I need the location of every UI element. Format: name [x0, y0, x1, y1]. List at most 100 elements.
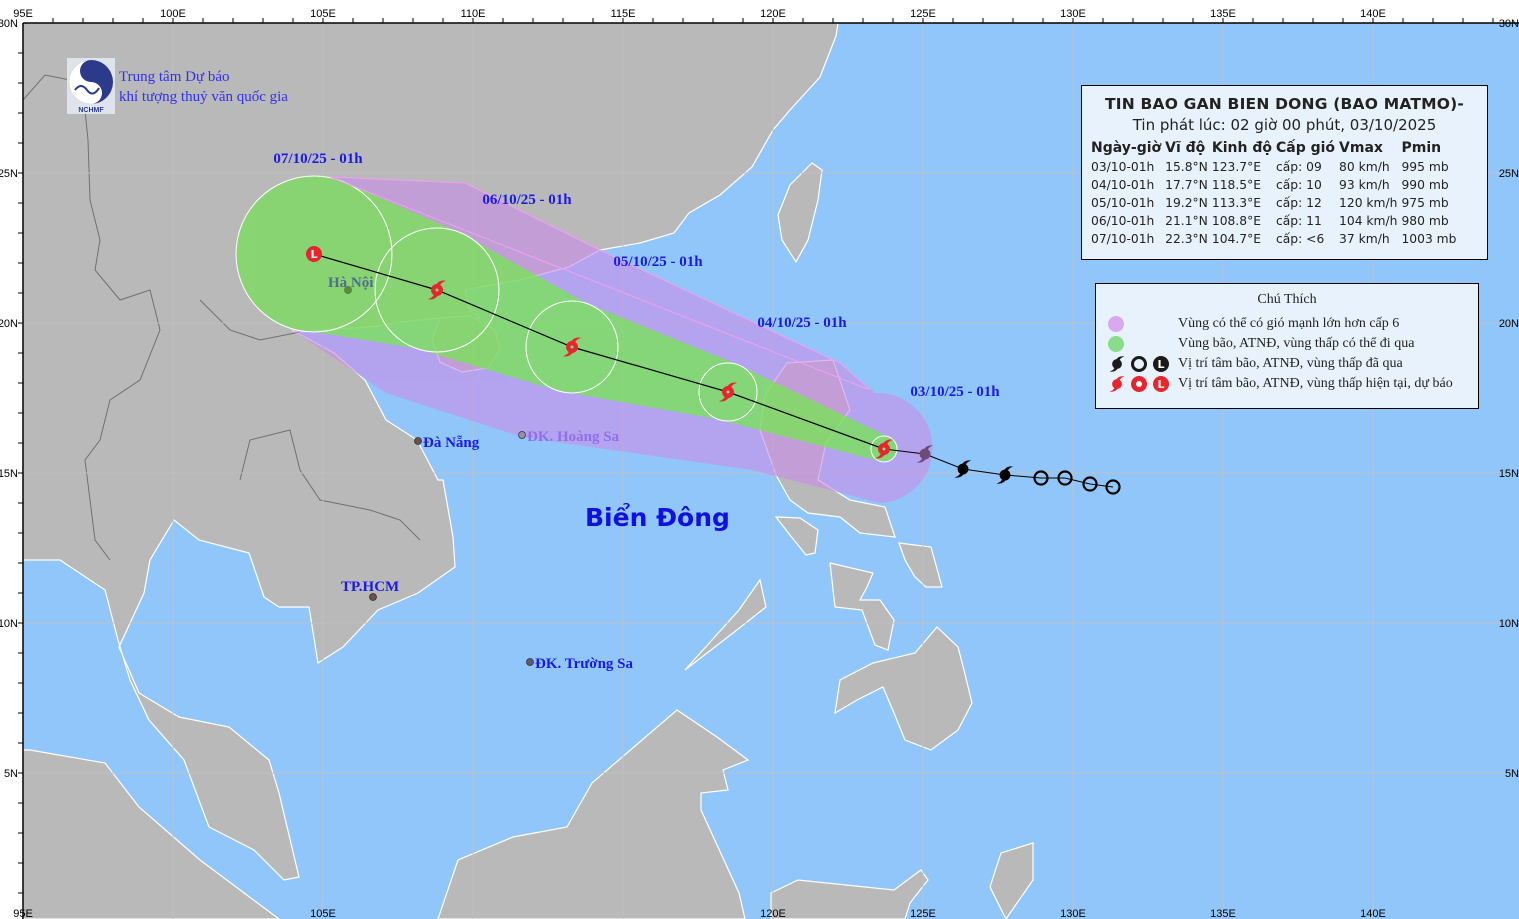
nchmf-logo: NCHMF	[67, 58, 115, 114]
legend-item-forecast-position: L Vị trí tâm bão, ATNĐ, vùng thấp hiện t…	[1108, 374, 1453, 394]
past-depression-icon	[1131, 356, 1147, 372]
legend-item-storm-zone: Vùng bão, ATNĐ, vùng thấp có thể đi qua	[1108, 334, 1414, 354]
bottom-lon-label: 125E	[910, 908, 936, 919]
column-header-level: Cấp gió	[1275, 140, 1336, 156]
top-lon-label: 140E	[1360, 8, 1386, 20]
cell-level: cấp: <6	[1275, 232, 1325, 246]
forecast-depression-icon	[1131, 376, 1147, 392]
legend-label: Vị trí tâm bão, ATNĐ, vùng thấp đã qua	[1178, 356, 1403, 371]
truongsa-label: ĐK. Trường Sa	[535, 656, 634, 672]
lat-label: 10N	[1499, 618, 1519, 630]
top-lon-label: 95E	[13, 8, 33, 20]
storm-eye	[882, 447, 886, 451]
storm-eye	[570, 345, 574, 349]
uncertainty-circle	[698, 362, 758, 422]
cell-time: 04/10-01h	[1091, 178, 1155, 192]
legend-label: Vùng bão, ATNĐ, vùng thấp có thể đi qua	[1178, 336, 1415, 351]
axes: 95E 100E 105E 110E 115E 120E 125E 130E 135E 140E 9…	[0, 8, 1519, 919]
past-depression-icon	[1082, 476, 1098, 492]
lat-label-left: 30N	[0, 18, 18, 30]
forecast-row: 06/10-01h 21.1°N 108.8°E cấp: 11 104 km/h 980…	[1091, 212, 1460, 230]
forecast-row: 07/10-01h 22.3°N 104.7°E cấp: <6 37 km/h 1003…	[1091, 230, 1460, 248]
cell-time: 05/10-01h	[1091, 196, 1155, 210]
forecast-time-label: 04/10/25 - 01h	[757, 315, 847, 331]
bottom-lon-label: 140E	[1360, 908, 1386, 919]
lat-label-left: 20N	[0, 318, 18, 330]
bottom-lon-label: 105E	[310, 908, 336, 919]
land-panay-negros	[829, 562, 895, 651]
cell-time: 07/10-01h	[1091, 232, 1155, 246]
legend-item-wind-zone: Vùng có thể có gió mạnh lớn hơn cấp 6	[1108, 314, 1399, 334]
forecast-row: 03/10-01h 15.8°N 123.7°E cấp: 09 80 km/h 995 …	[1091, 158, 1460, 176]
bottom-lon-label: 130E	[1060, 908, 1086, 919]
forecast-row: 04/10-01h 17.7°N 118.5°E cấp: 10 93 km/h 990 …	[1091, 176, 1460, 194]
top-lon-label: 125E	[910, 8, 936, 20]
organization-line-2: khí tượng thuỷ văn quốc gia	[119, 89, 288, 105]
land-mindoro	[774, 516, 819, 556]
cell-lon: 113.3°E	[1211, 196, 1261, 210]
land-samar-leyte	[898, 542, 943, 588]
forecast-time-label: 07/10/25 - 01h	[273, 151, 363, 167]
bottom-lon-label: 135E	[1210, 908, 1236, 919]
cell-lat: 17.7°N	[1165, 178, 1208, 192]
top-lon-label: 105E	[310, 8, 336, 20]
land-mainland-asia	[23, 23, 839, 881]
cell-lat: 21.1°N	[1165, 214, 1208, 228]
forecast-row: 05/10-01h 19.2°N 113.3°E cấp: 12 120 km/h 975…	[1091, 194, 1460, 212]
low-letter: L	[310, 248, 317, 261]
cell-level: cấp: 10	[1275, 178, 1322, 192]
top-lon-label: 130E	[1060, 8, 1086, 20]
land-sulawesi	[770, 869, 929, 919]
past-typhoon-icon	[1109, 356, 1125, 372]
storm-bulletin-box: TIN BAO GAN BIEN DONG (BAO MATMO)- Tin p…	[1081, 85, 1488, 260]
cell-level: cấp: 12	[1275, 196, 1322, 210]
lat-label-left: 10N	[0, 618, 18, 630]
danang-label: Đà Nẵng	[423, 435, 480, 451]
purple-dot-icon	[1108, 316, 1124, 332]
uncertainty-circle	[870, 435, 898, 463]
uncertainty-circle	[235, 175, 393, 333]
forecast-time-label: 05/10/25 - 01h	[613, 254, 703, 270]
cell-vmax: 120 km/h	[1339, 196, 1398, 210]
forecast-low-icon: L	[1153, 376, 1169, 392]
cell-lon: 108.8°E	[1211, 214, 1261, 228]
uncertainty-circle	[525, 300, 619, 394]
past-low-icon: L	[1153, 356, 1169, 372]
forecast-low-icon	[306, 246, 322, 262]
cell-time: 03/10-01h	[1091, 160, 1155, 174]
lat-label: 20N	[1499, 318, 1519, 330]
cell-lat: 22.3°N	[1165, 232, 1208, 246]
cell-pmin: 995 mb	[1401, 160, 1449, 174]
land-borneo	[437, 709, 750, 919]
bottom-lon-label: 95E	[13, 908, 33, 919]
truongsa-dot	[526, 658, 534, 666]
cell-vmax: 104 km/h	[1339, 214, 1398, 228]
forecast-typhoon-icon	[1109, 376, 1125, 392]
low-letter: L	[1157, 358, 1164, 371]
lat-label-left: 25N	[0, 168, 18, 180]
logo-caption: NCHMF	[78, 107, 104, 114]
lat-label: 15N	[1499, 468, 1519, 480]
cell-lat: 19.2°N	[1165, 196, 1208, 210]
lat-label-left: 5N	[4, 768, 18, 780]
column-header-pmin: Pmin	[1401, 140, 1442, 156]
cell-pmin: 975 mb	[1401, 196, 1449, 210]
cell-pmin: 990 mb	[1401, 178, 1449, 192]
top-lon-label: 115E	[611, 8, 636, 20]
land-taiwan	[777, 162, 823, 264]
organization-line-1: Trung tâm Dự báo	[119, 69, 230, 85]
cell-lon: 104.7°E	[1211, 232, 1261, 246]
forecast-time-label: 03/10/25 - 01h	[910, 384, 1000, 400]
column-header-lat: Vĩ độ	[1165, 140, 1206, 156]
bulletin-title: TIN BAO GAN BIEN DONG (BAO MATMO)-	[1104, 95, 1465, 113]
cell-vmax: 37 km/h	[1339, 232, 1390, 246]
column-header-lon: Kinh độ	[1211, 140, 1272, 156]
legend-box: Chú Thích Vùng có thể có gió mạnh lớn hơ…	[1095, 283, 1479, 409]
land-mindanao	[834, 626, 973, 751]
hoangsa-dot	[518, 431, 526, 439]
lat-label: 30N	[1499, 18, 1519, 30]
top-lon-label: 110E	[461, 8, 486, 20]
legend-label: Vị trí tâm bão, ATNĐ, vùng thấp hiện tại…	[1178, 376, 1453, 391]
cell-time: 06/10-01h	[1091, 214, 1155, 228]
wind-zone-edge	[329, 176, 871, 391]
